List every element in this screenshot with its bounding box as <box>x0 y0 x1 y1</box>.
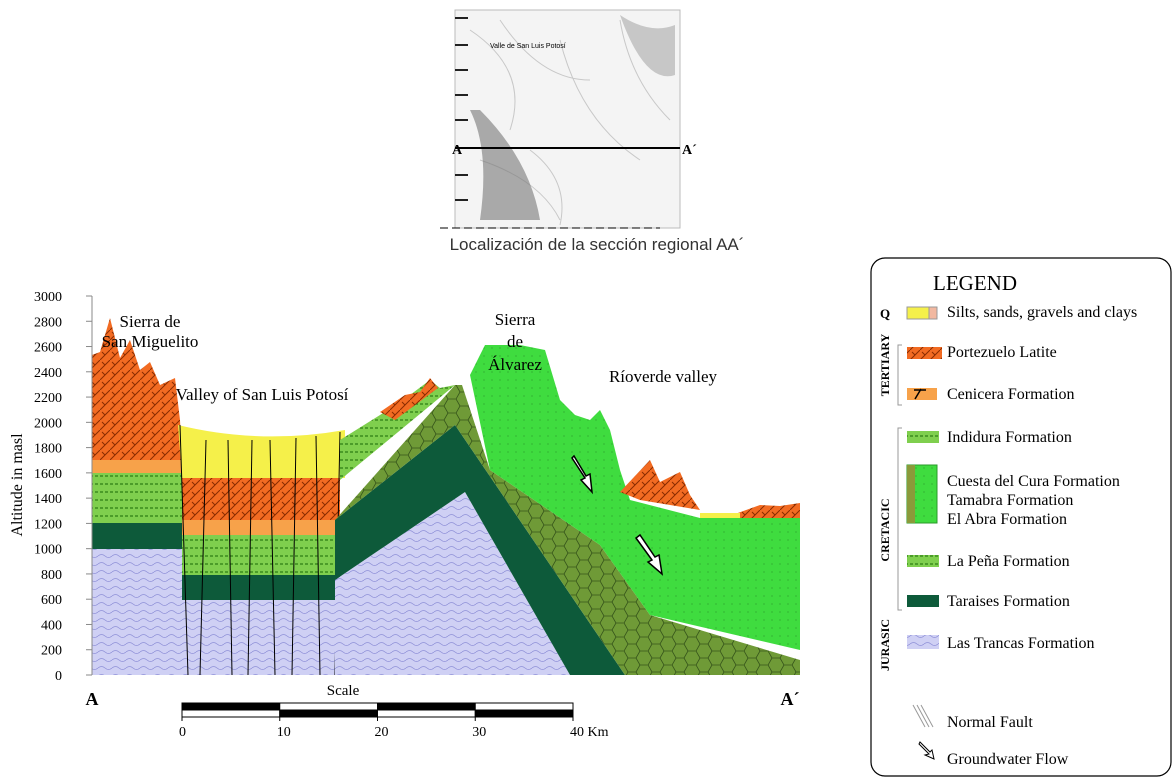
taraises <box>92 523 182 549</box>
legend-group: Q <box>880 306 890 321</box>
indidura <box>92 473 182 523</box>
y-tick-label: 2600 <box>34 341 62 356</box>
map-end: A´ <box>682 143 697 158</box>
legend-label: Cenicera Formation <box>947 386 1075 403</box>
scale-segment <box>378 703 476 710</box>
las-trancas <box>92 549 182 675</box>
scale-tick-label: 40 Km <box>570 725 609 740</box>
valley-fill <box>178 425 345 478</box>
y-tick-label: 600 <box>41 593 62 608</box>
map-start: A <box>452 143 463 158</box>
map-label: Valle de San Luis Potosí <box>490 43 566 50</box>
legend-label: Las Trancas Formation <box>947 635 1095 652</box>
legend-label: Cuesta del Cura Formation <box>947 473 1120 490</box>
legend-label: Taraises Formation <box>947 593 1070 610</box>
section-end: A´ <box>781 689 800 709</box>
place-label: San Miguelito <box>102 332 199 351</box>
latite-east <box>735 503 800 518</box>
legend-label: Indidura Formation <box>947 429 1072 446</box>
legend-label: Normal Fault <box>947 714 1033 731</box>
legend-label: El Abra Formation <box>947 511 1067 528</box>
graben-latite <box>182 478 340 520</box>
y-tick-label: 0 <box>55 669 62 684</box>
y-tick-label: 1200 <box>34 517 62 532</box>
y-tick-label: 800 <box>41 568 62 583</box>
y-tick-label: 1000 <box>34 543 62 558</box>
y-tick-label: 400 <box>41 618 62 633</box>
graben-green <box>182 535 340 575</box>
page: Valle de San Luis Potosí A A´ Localizaci… <box>0 0 1175 780</box>
cenicera <box>92 460 182 473</box>
y-axis: Altitude in masl 0 200 400 600 800 1000 1200 14… <box>9 290 92 684</box>
legend-label: Silts, sands, gravels and clays <box>947 304 1137 321</box>
y-tick-label: 1400 <box>34 492 62 507</box>
scale-tick-label: 0 <box>179 725 186 740</box>
scale-segment <box>182 710 280 717</box>
place-label: Álvarez <box>488 355 542 374</box>
y-axis-label: Altitude in masl <box>9 433 26 537</box>
graben-taraises <box>182 575 340 600</box>
place-label: Sierra de <box>120 312 181 331</box>
legend-group: JURASIC <box>878 619 892 671</box>
y-tick-label: 2200 <box>34 391 62 406</box>
legend: LEGEND Q TERTIARY CRETACIC JURASIC Silts… <box>871 258 1171 776</box>
legend-title: LEGEND <box>933 271 1017 295</box>
y-tick-label: 2000 <box>34 416 62 431</box>
inset-map: Valle de San Luis Potosí A A´ Localizaci… <box>440 10 744 254</box>
legend-label: La Peña Formation <box>947 553 1070 570</box>
scale-segment <box>378 710 476 717</box>
scale-segment <box>475 703 573 710</box>
legend-group: CRETACIC <box>878 498 892 561</box>
place-label: Sierra <box>495 310 536 329</box>
y-tick-label: 200 <box>41 644 62 659</box>
scale-tick-label: 10 <box>277 725 291 740</box>
place-label: Ríoverde valley <box>609 367 718 386</box>
inset-caption: Localización de la sección regional AA´ <box>450 235 745 254</box>
place-label: de <box>507 332 523 351</box>
legend-label: Portezuelo Latite <box>947 344 1057 361</box>
scale-segment <box>475 710 573 717</box>
legend-label: Groundwater Flow <box>947 751 1069 768</box>
graben-trancas <box>182 600 340 675</box>
y-tick-label: 1600 <box>34 467 62 482</box>
y-tick-label: 1800 <box>34 442 62 457</box>
legend-group: TERTIARY <box>878 333 892 396</box>
scale-tick-label: 20 <box>375 725 389 740</box>
scale-tick-label: 30 <box>472 725 486 740</box>
place-label: Valley of San Luis Potosí <box>176 385 349 404</box>
scale-bar: Scale 0 10 20 30 40 Km <box>179 683 609 740</box>
scale-segment <box>182 703 280 710</box>
legend-label: Tamabra Formation <box>947 492 1073 509</box>
scale-segment <box>280 710 378 717</box>
y-tick-label: 2800 <box>34 315 62 330</box>
scale-title: Scale <box>327 683 360 699</box>
y-tick-label: 2400 <box>34 366 62 381</box>
section-start: A <box>86 689 99 709</box>
scale-segment <box>280 703 378 710</box>
graben-cenicera <box>182 520 340 535</box>
y-tick-label: 3000 <box>34 290 62 305</box>
alluvium-east <box>700 513 740 518</box>
